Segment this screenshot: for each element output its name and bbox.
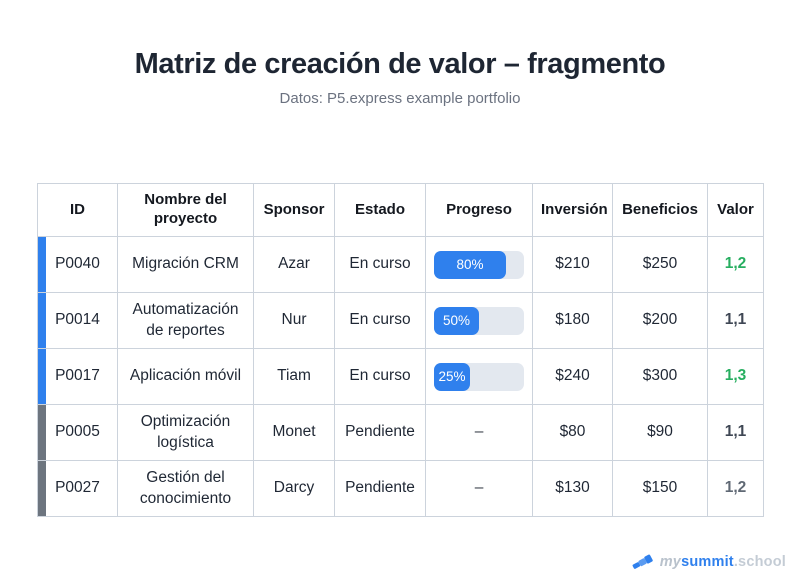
progress-bar: 50%	[434, 306, 524, 335]
cell-progress: –	[425, 460, 533, 517]
cell-benefits: $250	[612, 236, 708, 293]
cell-status: Pendiente	[334, 404, 426, 461]
cell-benefits: $200	[612, 292, 708, 349]
progress-bar-fill: 25%	[434, 362, 470, 391]
header-row: ID Nombre del proyecto Sponsor Estado Pr…	[37, 183, 764, 237]
table-row: P0014 Automatización de reportes Nur En …	[37, 292, 764, 349]
progress-bar: 25%	[434, 362, 524, 391]
col-header-sponsor: Sponsor	[253, 183, 335, 237]
cell-project-name: Gestión del conocimiento	[117, 460, 254, 517]
cell-value: 1,1	[707, 404, 764, 461]
cell-status: En curso	[334, 236, 426, 293]
progress-bar-fill: 80%	[434, 250, 506, 279]
cell-project-id: P0027	[37, 460, 118, 517]
cell-progress: 80%	[425, 236, 533, 293]
cell-project-name: Migración CRM	[117, 236, 254, 293]
progress-bar: 80%	[434, 250, 524, 279]
col-header-progress: Progreso	[425, 183, 533, 237]
table-row: P0040 Migración CRM Azar En curso 80% $2…	[37, 236, 764, 293]
cell-investment: $240	[532, 348, 613, 405]
col-header-id: ID	[37, 183, 118, 237]
cell-sponsor: Azar	[253, 236, 335, 293]
cell-status: En curso	[334, 348, 426, 405]
brand-suffix: .school	[733, 554, 786, 570]
progress-empty-dash: –	[474, 423, 484, 441]
status-indicator-bar	[38, 405, 46, 460]
cell-project-name: Aplicación móvil	[117, 348, 254, 405]
project-id: P0017	[55, 367, 100, 385]
value-matrix-table: ID Nombre del proyecto Sponsor Estado Pr…	[37, 183, 764, 517]
cell-value: 1,2	[707, 460, 764, 517]
project-id: P0040	[55, 255, 100, 273]
progress-empty-dash: –	[474, 479, 484, 497]
cell-sponsor: Darcy	[253, 460, 335, 517]
page-subtitle: Datos: P5.express example portfolio	[279, 90, 521, 107]
status-indicator-bar	[38, 237, 46, 292]
cell-project-name: Optimización logística	[117, 404, 254, 461]
brand-prefix: my	[659, 554, 682, 570]
cell-investment: $180	[532, 292, 613, 349]
cell-progress: –	[425, 404, 533, 461]
col-header-status: Estado	[334, 183, 426, 237]
progress-label: 80%	[456, 256, 484, 272]
col-header-investment: Inversión	[532, 183, 613, 237]
cell-project-id: P0040	[37, 236, 118, 293]
cell-project-id: P0014	[37, 292, 118, 349]
cell-benefits: $150	[612, 460, 708, 517]
col-header-value: Valor	[707, 183, 764, 237]
page-title: Matriz de creación de valor – fragmento	[134, 48, 666, 80]
project-id: P0027	[55, 479, 100, 497]
progress-label: 50%	[442, 312, 471, 328]
brand-name: summit	[681, 554, 734, 570]
table-row: P0017 Aplicación móvil Tiam En curso 25%…	[37, 348, 764, 405]
project-id: P0014	[55, 311, 100, 329]
cell-status: Pendiente	[334, 460, 426, 517]
table-row: P0027 Gestión del conocimiento Darcy Pen…	[37, 460, 764, 517]
cell-project-name: Automatización de reportes	[117, 292, 254, 349]
status-indicator-bar	[38, 293, 46, 348]
cell-sponsor: Monet	[253, 404, 335, 461]
table-row: P0005 Optimización logística Monet Pendi…	[37, 404, 764, 461]
cell-value: 1,1	[707, 292, 764, 349]
cell-project-id: P0017	[37, 348, 118, 405]
cell-progress: 50%	[425, 292, 533, 349]
cell-sponsor: Tiam	[253, 348, 335, 405]
cell-investment: $80	[532, 404, 613, 461]
status-indicator-bar	[38, 461, 46, 516]
col-header-benefits: Beneficios	[612, 183, 708, 237]
brand-logo: my summit .school	[631, 553, 786, 571]
cell-investment: $130	[532, 460, 613, 517]
cell-status: En curso	[334, 292, 426, 349]
cell-benefits: $300	[612, 348, 708, 405]
cell-investment: $210	[532, 236, 613, 293]
cell-progress: 25%	[425, 348, 533, 405]
project-id: P0005	[55, 423, 100, 441]
col-header-name: Nombre del proyecto	[117, 183, 254, 237]
cell-sponsor: Nur	[253, 292, 335, 349]
cell-project-id: P0005	[37, 404, 118, 461]
progress-bar-fill: 50%	[434, 306, 479, 335]
cell-value: 1,3	[707, 348, 764, 405]
telescope-icon	[632, 554, 653, 569]
cell-value: 1,2	[707, 236, 764, 293]
cell-benefits: $90	[612, 404, 708, 461]
status-indicator-bar	[38, 349, 46, 404]
progress-label: 25%	[438, 368, 466, 384]
